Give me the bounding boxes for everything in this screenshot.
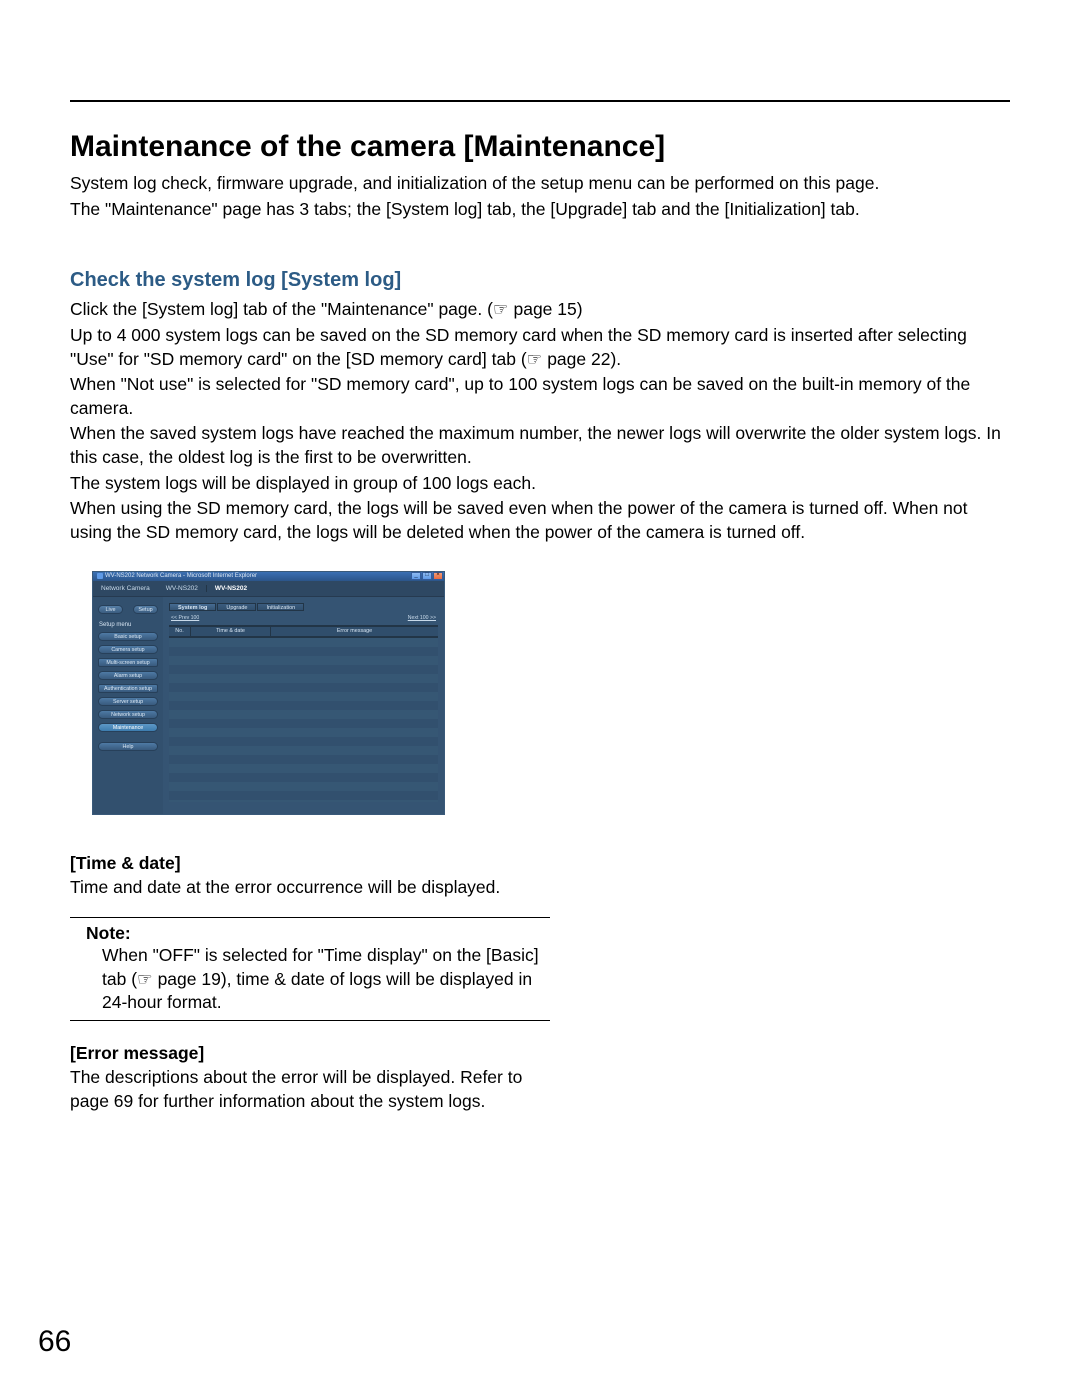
menu-server-setup[interactable]: Server setup — [98, 697, 158, 706]
intro-block: System log check, firmware upgrade, and … — [70, 172, 1010, 221]
col-no: No. — [169, 627, 191, 636]
menu-help[interactable]: Help — [98, 742, 158, 751]
tab-initialization[interactable]: Initialization — [257, 603, 304, 611]
top-rule — [70, 100, 1010, 102]
menu-alarm-setup[interactable]: Alarm setup — [98, 671, 158, 680]
body-line: When using the SD memory card, the logs … — [70, 497, 1010, 544]
error-message-text: The descriptions about the error will be… — [70, 1066, 550, 1113]
heading-1: Maintenance of the camera [Maintenance] — [70, 130, 1010, 164]
tab-setup[interactable]: Setup — [133, 605, 158, 614]
intro-line: System log check, firmware upgrade, and … — [70, 172, 1010, 196]
body-block: Click the [System log] tab of the "Maint… — [70, 298, 1010, 544]
col-error-message: Error message — [271, 627, 438, 636]
document-page: Maintenance of the camera [Maintenance] … — [0, 0, 1080, 1399]
camera-header: Network Camera WV-NS202 WV-NS202 — [93, 581, 444, 597]
prev-100-link[interactable]: << Prev 100 — [171, 615, 199, 621]
body-line: The system logs will be displayed in gro… — [70, 472, 1010, 496]
menu-camera-setup[interactable]: Camera setup — [98, 645, 158, 654]
body-line: When the saved system logs have reached … — [70, 422, 1010, 469]
ie-title: WV-NS202 Network Camera - Microsoft Inte… — [93, 573, 257, 579]
window-buttons: _ □ × — [411, 572, 444, 580]
mode-tabs: Live Setup — [98, 605, 158, 614]
sidebar: Live Setup Setup menu Basic setup Camera… — [93, 597, 163, 814]
ie-titlebar: WV-NS202 Network Camera - Microsoft Inte… — [93, 572, 444, 581]
time-date-title: [Time & date] — [70, 853, 1010, 874]
close-button[interactable]: × — [433, 572, 443, 580]
menu-authentication-setup[interactable]: Authentication setup — [98, 684, 158, 693]
heading-2: Check the system log [System log] — [70, 269, 1010, 292]
body-line: Click the [System log] tab of the "Maint… — [70, 298, 1010, 322]
setup-menu-label: Setup menu — [99, 622, 158, 628]
camera-ui-screenshot: WV-NS202 Network Camera - Microsoft Inte… — [92, 571, 445, 815]
next-100-link[interactable]: Next 100 >> — [408, 615, 436, 621]
maximize-button[interactable]: □ — [422, 572, 432, 580]
header-model-bold: WV-NS202 — [206, 585, 255, 592]
log-table-header: No. Time & date Error message — [169, 626, 438, 637]
tab-upgrade[interactable]: Upgrade — [217, 603, 256, 611]
ie-icon — [97, 573, 103, 579]
menu-network-setup[interactable]: Network setup — [98, 710, 158, 719]
tab-system-log[interactable]: System log — [169, 603, 216, 611]
page-number: 66 — [38, 1325, 71, 1359]
log-rows — [169, 637, 438, 802]
intro-line: The "Maintenance" page has 3 tabs; the [… — [70, 198, 1010, 222]
camera-body: Live Setup Setup menu Basic setup Camera… — [93, 597, 444, 814]
log-pagination: << Prev 100 Next 100 >> — [169, 611, 438, 626]
menu-basic-setup[interactable]: Basic setup — [98, 632, 158, 641]
note-body: When "OFF" is selected for "Time display… — [70, 944, 550, 1015]
ie-title-text: WV-NS202 Network Camera - Microsoft Inte… — [105, 573, 257, 579]
main-panel: System log Upgrade Initialization << Pre… — [163, 597, 444, 814]
tab-live[interactable]: Live — [98, 605, 123, 614]
note-box: Note: When "OFF" is selected for "Time d… — [70, 917, 550, 1021]
note-label: Note: — [70, 923, 550, 944]
time-date-section: [Time & date] Time and date at the error… — [70, 853, 1010, 900]
error-message-title: [Error message] — [70, 1043, 1010, 1064]
error-message-section: [Error message] The descriptions about t… — [70, 1043, 1010, 1113]
minimize-button[interactable]: _ — [411, 572, 421, 580]
header-label: Network Camera — [93, 585, 158, 592]
body-line: When "Not use" is selected for "SD memor… — [70, 373, 1010, 420]
body-line: Up to 4 000 system logs can be saved on … — [70, 324, 1010, 371]
menu-multiscreen-setup[interactable]: Multi-screen setup — [98, 658, 158, 667]
maintenance-tabs: System log Upgrade Initialization — [169, 603, 438, 611]
time-date-text: Time and date at the error occurrence wi… — [70, 876, 550, 900]
menu-maintenance[interactable]: Maintenance — [98, 723, 158, 732]
header-model: WV-NS202 — [158, 585, 206, 592]
col-time-date: Time & date — [191, 627, 271, 636]
